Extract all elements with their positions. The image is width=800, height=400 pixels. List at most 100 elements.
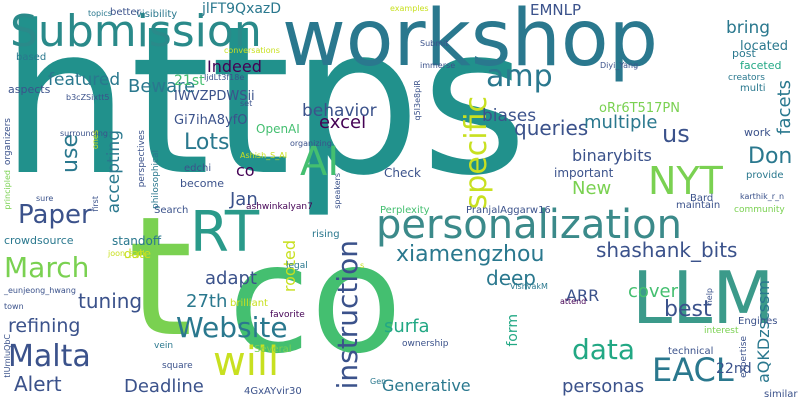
word-multi: multi	[740, 83, 766, 94]
word-rt: RT	[190, 200, 260, 265]
word-co-large: co	[228, 213, 403, 387]
word-become: become	[180, 177, 225, 190]
word-indeed: Indeed	[207, 57, 262, 76]
word-nyt: NYT	[648, 159, 723, 203]
word-several: Several	[254, 344, 292, 355]
word-malta: Malta	[8, 339, 91, 374]
word-use: use	[58, 134, 83, 173]
word-search: Search	[154, 205, 189, 216]
word-xiamengzhou: xiamengzhou	[396, 242, 545, 267]
word-adapt: adapt	[205, 268, 257, 289]
word-accepting: accepting	[104, 130, 124, 214]
word-featured: featured	[48, 70, 121, 90]
word-orr6t517pn: oRr6T517PN	[599, 101, 680, 116]
word-generative: Generative	[382, 376, 471, 395]
word-bard: Bard	[690, 193, 714, 204]
word-karthik-r-n: karthik_r_n	[740, 192, 785, 201]
word-t: t	[128, 181, 193, 373]
word-instruction: instruction	[331, 240, 364, 390]
word-surfa: surfa	[384, 316, 430, 337]
word-best: best	[664, 297, 712, 322]
word-ashwinkalyan7: ashwinkalyan7	[246, 202, 313, 212]
word-interest: interest	[704, 326, 739, 336]
word-aqkdzscssm: aQKDzscssm	[754, 280, 773, 383]
word-data: data	[572, 333, 636, 366]
word-creators: creators	[728, 73, 765, 83]
word-ownership: ownership	[402, 339, 449, 349]
word-website: Website	[176, 311, 288, 344]
word-rising: rising	[312, 229, 340, 240]
word-sure: sure	[36, 194, 54, 203]
word-21st: 21st	[174, 73, 205, 89]
word-personalization: personalization	[376, 202, 682, 248]
word-paper: Paper	[18, 200, 92, 230]
word-brilliant: brilliant	[230, 298, 268, 309]
word-co-small: co	[236, 161, 255, 180]
word-will: will	[213, 339, 280, 385]
word-work: work	[744, 126, 771, 139]
word-expertise: expertise	[739, 336, 749, 378]
word-organizing: organizing	[290, 139, 332, 148]
word-check: Check	[384, 166, 421, 180]
word-eacl: EACL	[652, 351, 734, 389]
word-cover: cover	[628, 281, 679, 302]
word-joon-s-pk: joon_s_pk	[108, 249, 147, 258]
word-perspectives: perspectives	[137, 130, 147, 188]
word-bring: bring	[726, 18, 771, 38]
word-amp: amp	[486, 59, 553, 94]
word-provide: provide	[746, 170, 784, 181]
word-refining: refining	[8, 315, 81, 337]
word-beware: Beware	[128, 76, 196, 97]
word-workshop: workshop	[282, 0, 659, 84]
word-submission: Submission	[10, 6, 262, 57]
word-post: post	[732, 47, 756, 60]
word-deep: deep	[486, 266, 536, 290]
word-diyi-yang: Diyi_Yang	[600, 61, 639, 70]
word-technical: technical	[668, 346, 714, 357]
word-jlft9qxazd: jlFT9QxazD	[202, 1, 282, 17]
word-immerse: immerse	[420, 61, 456, 70]
word-27th: 27th	[186, 291, 228, 312]
word-set: set	[240, 99, 253, 108]
word-philosophical: philosophical	[151, 150, 161, 210]
word-conversations: conversations	[224, 46, 280, 55]
word-submit: Submit	[420, 39, 449, 48]
word-aspects: aspects	[8, 83, 51, 96]
word-first: first	[91, 196, 100, 212]
word-edchi: edchi	[184, 163, 212, 174]
word-new: New	[572, 178, 612, 199]
word-march: March	[4, 251, 90, 284]
word-ijdlt3f18e: IjdLt3f18e	[204, 73, 245, 82]
word-alert: Alert	[14, 372, 62, 396]
word-https: https	[0, 0, 528, 221]
word-excel: excel	[319, 112, 367, 133]
word-legal: legal	[286, 261, 308, 271]
word-examples: examples	[390, 4, 429, 13]
word-jan: Jan	[230, 189, 258, 210]
word-perplexity: Perplexity	[380, 205, 430, 216]
word-better: better	[110, 7, 141, 18]
word-faceted: faceted	[740, 59, 782, 72]
word-personas: personas	[562, 376, 645, 397]
word-date: date	[124, 247, 152, 261]
word-b3czsixtt5: b3cZSixtt5	[66, 93, 110, 102]
word-biases: biases	[482, 106, 537, 126]
word-square: square	[162, 361, 193, 371]
word-eunjeong-hwang: _eunjeong_hwang	[4, 286, 76, 295]
word-located: located	[740, 39, 789, 54]
word-speakers: speakers	[333, 173, 342, 209]
word-crowdsource: crowdsource	[4, 234, 74, 247]
word-lots: Lots	[184, 130, 230, 155]
word-engines: Engines	[738, 316, 778, 327]
word-s: s	[360, 261, 365, 270]
word-similar: similar	[764, 389, 798, 400]
word-visibility: visibility	[136, 9, 178, 20]
word-emnlp: EMNLP	[530, 1, 582, 19]
word-attend: attend	[560, 297, 587, 306]
word-topics: topics	[88, 9, 112, 18]
word-town: town	[4, 302, 24, 311]
word-help: help	[705, 288, 714, 306]
word-arr: ARR	[566, 286, 600, 305]
word-tuning: tuning	[78, 289, 143, 313]
word-gen: Gen	[370, 377, 387, 386]
